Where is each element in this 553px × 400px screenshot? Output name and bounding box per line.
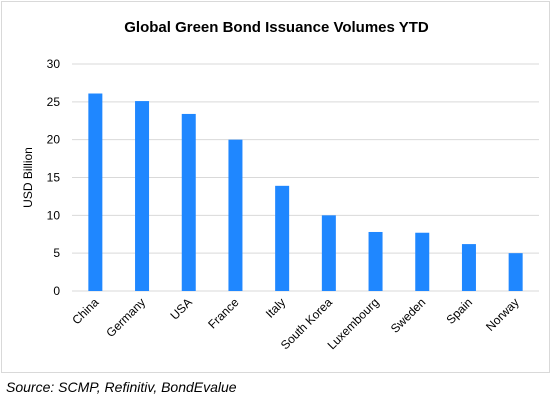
y-tick-label: 5 (53, 246, 60, 260)
x-tick-label: France (205, 295, 242, 332)
y-tick-label: 20 (47, 133, 61, 147)
bar-chart: 0 5 10 15 20 25 30 China Germany USA France Italy S… (21, 57, 539, 352)
gridlines (72, 63, 539, 292)
chart-container: Global Green Bond Issuance Volumes YTD 0… (1, 1, 550, 373)
y-tick-label: 10 (47, 208, 61, 222)
x-tick-label: Germany (103, 295, 148, 340)
y-tick-label: 30 (47, 57, 61, 71)
y-tick-label: 25 (47, 95, 61, 109)
bar-spain (461, 244, 476, 291)
x-tick-label: USA (168, 295, 195, 322)
bar-usa (181, 113, 196, 291)
x-tick-label: China (69, 295, 101, 327)
bar-norway (508, 253, 523, 291)
source-note: Source: SCMP, Refinitiv, BondEvalue (6, 379, 237, 395)
y-axis-label: USD Billion (21, 147, 35, 208)
bar-italy (275, 185, 290, 291)
bar-china (88, 93, 103, 291)
x-tick-label: Italy (263, 295, 288, 320)
bar-luxembourg (368, 231, 383, 291)
bar-sweden (415, 232, 430, 291)
chart-title: Global Green Bond Issuance Volumes YTD (124, 19, 429, 36)
x-tick-label: Sweden (388, 295, 429, 336)
bar-germany (135, 101, 150, 292)
y-tick-label: 15 (47, 171, 61, 185)
bars (88, 93, 523, 292)
y-tick-labels: 0 5 10 15 20 25 30 (47, 57, 61, 298)
y-tick-label: 0 (53, 284, 60, 298)
x-tick-label: Norway (483, 295, 522, 334)
bar-france (228, 139, 243, 291)
bar-south-korea (321, 215, 336, 291)
x-tick-label: Spain (443, 295, 475, 327)
